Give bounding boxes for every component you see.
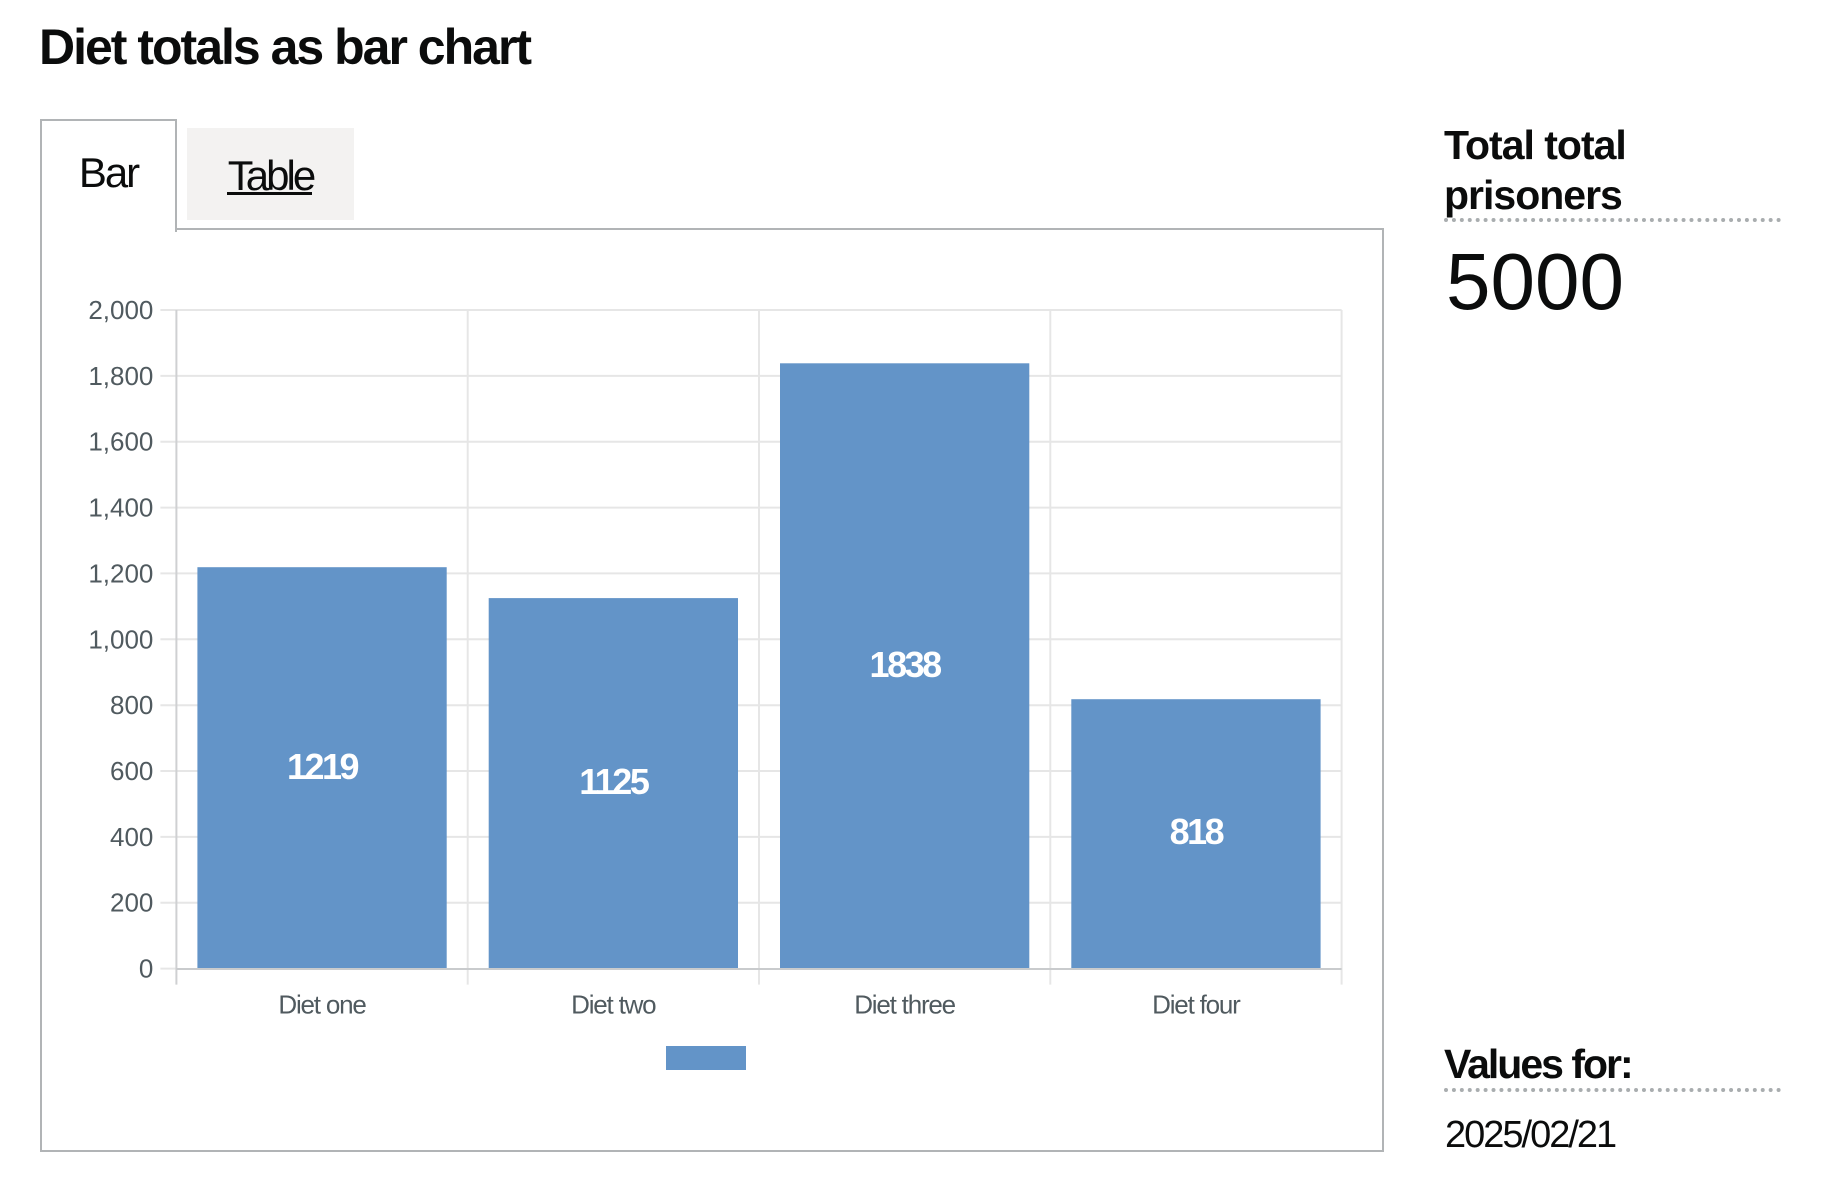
svg-text:1219: 1219	[287, 746, 359, 787]
svg-text:1,200: 1,200	[88, 558, 153, 588]
svg-text:Diet two: Diet two	[571, 989, 656, 1019]
svg-text:Diet one: Diet one	[278, 989, 366, 1019]
svg-text:818: 818	[1170, 811, 1224, 852]
svg-text:1,800: 1,800	[88, 361, 153, 391]
svg-text:1,000: 1,000	[88, 624, 153, 654]
svg-text:1,600: 1,600	[88, 427, 153, 457]
svg-text:800: 800	[110, 690, 153, 720]
svg-text:600: 600	[110, 756, 153, 786]
svg-text:1838: 1838	[870, 644, 942, 685]
svg-text:Diet three: Diet three	[854, 989, 955, 1019]
svg-text:200: 200	[110, 888, 153, 918]
svg-text:1125: 1125	[579, 761, 650, 802]
svg-text:0: 0	[139, 954, 153, 984]
svg-text:Diet four: Diet four	[1152, 989, 1241, 1019]
svg-text:2,000: 2,000	[88, 295, 153, 325]
svg-text:1,400: 1,400	[88, 493, 153, 523]
svg-text:400: 400	[110, 822, 153, 852]
